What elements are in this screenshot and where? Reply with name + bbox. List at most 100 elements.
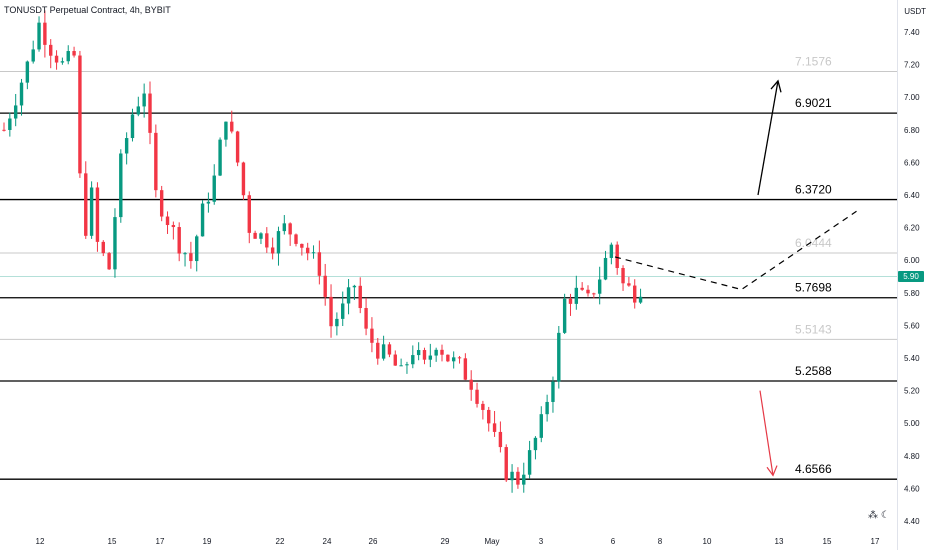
candle-body: [8, 118, 12, 130]
candle-body: [49, 44, 53, 56]
candle-body: [107, 253, 111, 270]
candle-body: [101, 241, 105, 254]
candle-body: [183, 253, 187, 255]
candle-body: [253, 232, 257, 239]
candle-body: [597, 279, 602, 294]
candle-body: [568, 298, 573, 304]
x-tick-label: 15: [108, 537, 117, 546]
candle-body: [393, 354, 397, 366]
candle-body: [352, 285, 357, 288]
candle-body: [124, 138, 129, 154]
candle-body: [329, 296, 333, 327]
x-tick-label: May: [484, 537, 499, 546]
candle-body: [381, 344, 386, 359]
candle-body: [335, 318, 339, 327]
candle-body: [440, 349, 444, 355]
candle-body: [25, 61, 30, 83]
candle-body: [580, 287, 584, 290]
y-tick-label: 4.40: [904, 517, 920, 526]
candle-body: [481, 403, 485, 410]
y-tick-label: 5.40: [904, 354, 920, 363]
y-tick-label: 5.80: [904, 289, 920, 298]
x-tick-label: 10: [703, 537, 712, 546]
candle-body: [300, 243, 304, 248]
candle-body: [638, 296, 643, 303]
candle-body: [609, 244, 614, 258]
candle-body: [539, 414, 543, 438]
candle-body: [376, 342, 380, 359]
y-tick-label: 4.60: [904, 484, 920, 493]
candle-body: [451, 357, 456, 362]
candle-body: [615, 244, 619, 269]
candle-body: [113, 217, 117, 270]
y-tick-label: 7.00: [904, 93, 920, 102]
candle-body: [148, 93, 152, 133]
x-tick-label: 3: [539, 537, 544, 546]
candle-body: [218, 139, 222, 176]
x-tick-label: 8: [658, 537, 663, 546]
candle-body: [241, 162, 246, 196]
candle-body: [247, 195, 251, 233]
candle-body: [224, 121, 228, 140]
candle-body: [498, 431, 503, 448]
last-price-tag: 5.90: [898, 271, 924, 282]
candle-body: [259, 233, 263, 239]
x-tick-label: 17: [156, 537, 165, 546]
x-tick-label: 12: [36, 537, 45, 546]
price-unit: USDT: [904, 7, 926, 16]
tradingview-logo-icon: ⁂ ☾: [868, 510, 890, 521]
candle-body: [60, 61, 65, 63]
level-label: 5.2588: [795, 364, 832, 378]
x-tick-label: 22: [276, 537, 285, 546]
candle-body: [89, 187, 94, 236]
x-tick-label: 17: [871, 537, 880, 546]
candle-body: [446, 354, 450, 362]
candle-body: [136, 106, 141, 115]
x-tick-label: 26: [369, 537, 378, 546]
candle-body: [323, 275, 327, 297]
candle-body: [492, 423, 497, 432]
candle-body: [527, 450, 532, 475]
candle-body: [200, 203, 205, 237]
candle-body: [177, 227, 181, 254]
projection-path: [614, 210, 857, 291]
arrow-down-head: [766, 465, 778, 477]
candle-body: [504, 447, 508, 481]
y-tick-label: 5.60: [904, 321, 920, 330]
candle-body: [457, 357, 462, 359]
level-label: 5.7698: [795, 281, 832, 295]
candle-body: [54, 55, 59, 63]
candle-body: [416, 350, 421, 356]
candle-body: [282, 223, 287, 232]
y-tick-label: 5.00: [904, 419, 920, 428]
candle-body: [78, 55, 82, 174]
candle-body: [592, 293, 596, 295]
y-tick-label: 6.60: [904, 158, 920, 167]
y-tick-label: 7.20: [904, 61, 920, 70]
x-tick-label: 15: [823, 537, 832, 546]
candle-body: [370, 328, 374, 343]
candle-body: [276, 231, 281, 254]
candle-body: [206, 201, 211, 204]
candle-body: [557, 332, 561, 382]
candle-body: [522, 474, 526, 485]
candle-body: [95, 187, 100, 242]
candle-body: [358, 285, 362, 309]
y-tick-label: 5.20: [904, 387, 920, 396]
level-label: 7.1576: [795, 55, 832, 69]
chart-title: TONUSDT Perpetual Contract, 4h, BYBIT: [4, 5, 171, 15]
candle-body: [235, 131, 240, 163]
candle-body: [165, 216, 170, 226]
level-label: 6.0444: [795, 236, 832, 250]
candle-body: [72, 51, 76, 56]
candle-body: [341, 303, 345, 319]
candle-body: [119, 153, 123, 218]
candle-body: [130, 114, 135, 139]
candle-body: [288, 223, 292, 235]
candle-body: [265, 233, 269, 248]
x-tick-label: 24: [323, 537, 332, 546]
candle-body: [37, 22, 41, 50]
candle-body: [230, 121, 234, 132]
arrow-up-head: [770, 79, 782, 93]
